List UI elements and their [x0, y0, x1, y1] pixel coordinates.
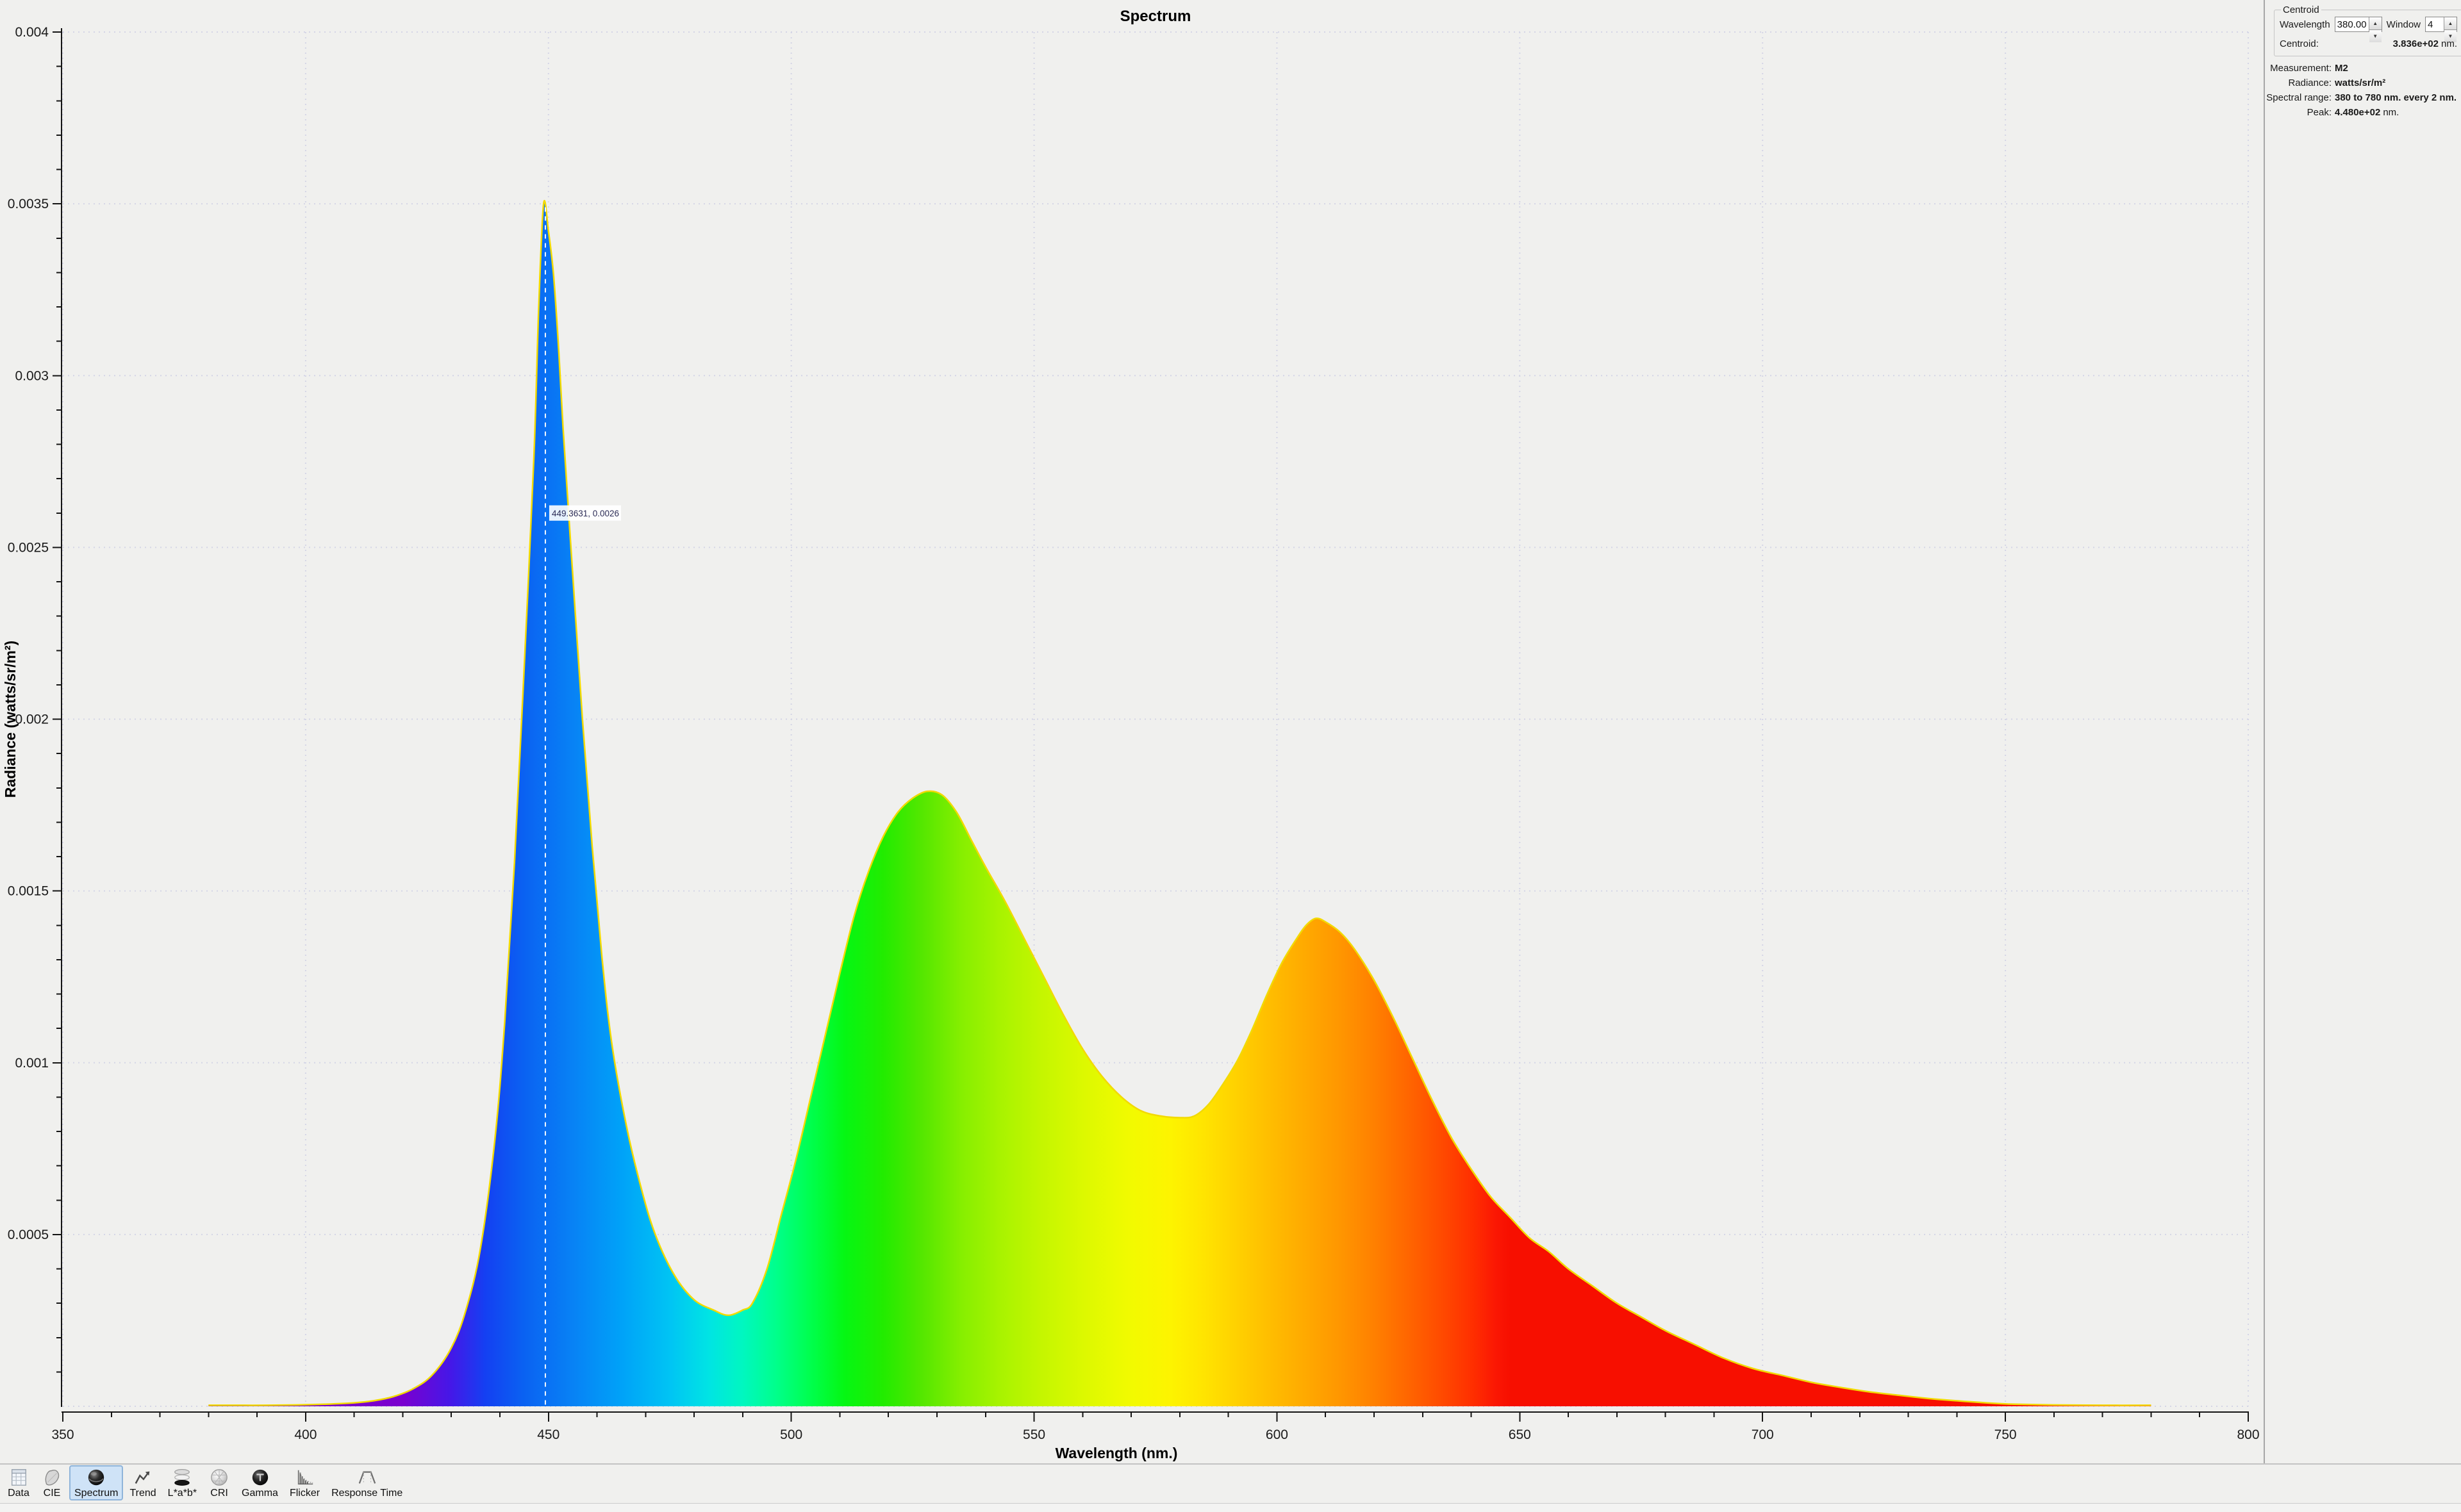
tab-cri[interactable]: CRI [203, 1465, 235, 1500]
tab-cie[interactable]: CIE [36, 1465, 68, 1500]
wavelength-spin-down-button[interactable]: ▼ [2369, 29, 2382, 42]
svg-text:750: 750 [1994, 1427, 2017, 1442]
spectrum-line [208, 200, 2151, 1406]
window-spin-down-button[interactable]: ▼ [2444, 29, 2457, 42]
spectrum-sphere-icon [86, 1468, 106, 1487]
tab-gamma[interactable]: Gamma [236, 1465, 283, 1500]
svg-text:0.002: 0.002 [15, 712, 49, 727]
svg-text:0.001: 0.001 [15, 1056, 49, 1071]
wavelength-spin-up-button[interactable]: ▲ [2369, 17, 2382, 29]
info-value: 4.480e+02 nm. [2335, 107, 2399, 118]
trend-line-icon [133, 1468, 153, 1487]
tab-flicker[interactable]: Flicker [285, 1465, 325, 1500]
status-bar [0, 1503, 2461, 1512]
gamma-sphere-icon [250, 1468, 270, 1487]
tab-spectrum[interactable]: Spectrum [69, 1465, 124, 1500]
svg-text:0.004: 0.004 [15, 25, 49, 40]
flicker-chart-icon [295, 1468, 315, 1487]
wavelength-label: Wavelength [2280, 19, 2330, 30]
response-pulse-icon [357, 1468, 377, 1487]
svg-text:700: 700 [1752, 1427, 1774, 1442]
centroid-result-value: 3.836e+02 [2392, 38, 2439, 49]
window-spinbox[interactable]: ▲ ▼ [2425, 17, 2458, 42]
info-label: Radiance: [2288, 78, 2332, 88]
info-label: Measurement: [2270, 63, 2332, 74]
spectrum-chart-region[interactable]: 0.0005 0.001 0.0015 0.002 0.0025 0.003 0.0035 0… [0, 0, 2264, 1463]
centroid-group-title: Centroid [2283, 4, 2319, 15]
tab-label: CRI [210, 1488, 228, 1499]
info-label: Spectral range: [2266, 92, 2332, 103]
svg-text:0.0035: 0.0035 [8, 197, 49, 211]
cursor-annotation: 449.3631, 0.0026 [549, 505, 621, 521]
tab-trend[interactable]: Trend [124, 1465, 161, 1500]
centroid-result-unit: nm. [2441, 38, 2458, 49]
tab-label: Response Time [331, 1488, 403, 1499]
info-value: M2 [2335, 63, 2348, 74]
cie-diagram-icon [42, 1468, 62, 1487]
window-input[interactable] [2426, 17, 2444, 31]
svg-text:350: 350 [51, 1427, 74, 1442]
info-value: 380 to 780 nm. every 2 nm. [2335, 92, 2457, 103]
tab-label: Data [8, 1488, 29, 1499]
centroid-result-label: Centroid: [2280, 38, 2319, 49]
tab-label: Flicker [289, 1488, 320, 1499]
info-label: Peak: [2307, 107, 2332, 118]
tick-labels: 0.0005 0.001 0.0015 0.002 0.0025 0.003 0.0035 0… [8, 25, 2260, 1442]
svg-text:0.0015: 0.0015 [8, 884, 49, 899]
svg-text:550: 550 [1023, 1427, 1045, 1442]
svg-text:0.0005: 0.0005 [8, 1228, 49, 1242]
tab-data[interactable]: Data [3, 1465, 35, 1500]
info-value: watts/sr/m² [2335, 78, 2386, 88]
tab-label: Gamma [242, 1488, 278, 1499]
x-axis-title: Wavelength (nm.) [1056, 1445, 1178, 1461]
svg-text:400: 400 [294, 1427, 317, 1442]
tab-label: Trend [129, 1488, 156, 1499]
wavelength-input[interactable] [2335, 17, 2369, 31]
wavelength-spinbox[interactable]: ▲ ▼ [2334, 17, 2382, 42]
gridlines [62, 31, 2249, 1407]
cri-sphere-icon [209, 1468, 229, 1487]
window-label: Window [2386, 19, 2421, 30]
tab-label: Spectrum [74, 1488, 119, 1499]
tab-label: L*a*b* [167, 1488, 197, 1499]
svg-text:450: 450 [537, 1427, 559, 1442]
svg-text:600: 600 [1266, 1427, 1288, 1442]
centroid-groupbox: Centroid Wavelength ▲ ▼ Window ▲ ▼ Centr… [2274, 4, 2461, 56]
svg-text:449.3631, 0.0026: 449.3631, 0.0026 [552, 509, 619, 518]
svg-text:500: 500 [780, 1427, 802, 1442]
tab-label: CIE [43, 1488, 61, 1499]
svg-text:0.0025: 0.0025 [8, 540, 49, 555]
chart-title: Spectrum [1120, 8, 1191, 25]
spectrum-area [208, 201, 2151, 1406]
svg-text:800: 800 [2237, 1427, 2259, 1442]
centroid-side-panel: Centroid Wavelength ▲ ▼ Window ▲ ▼ Centr… [2264, 0, 2461, 1463]
measurement-info: Measurement: M2 Radiance: watts/sr/m² Spectr… [2265, 62, 2457, 119]
table-icon [8, 1468, 29, 1487]
y-axis-title: Radiance (watts/sr/m²) [2, 641, 19, 798]
window-spin-up-button[interactable]: ▲ [2444, 17, 2457, 29]
view-tabs-toolbar: Data CIE Spectrum Trend L*a*b* CRI Gamma Flicke… [0, 1463, 2461, 1503]
svg-text:650: 650 [1509, 1427, 1531, 1442]
tab-l-a-b[interactable]: L*a*b* [163, 1465, 202, 1500]
svg-text:0.003: 0.003 [15, 368, 49, 383]
tab-response-time[interactable]: Response Time [326, 1465, 408, 1500]
axes [53, 28, 2249, 1422]
lab-ellipses-icon [172, 1468, 192, 1487]
spectrum-plot[interactable]: 0.0005 0.001 0.0015 0.002 0.0025 0.003 0.0035 0… [0, 0, 2264, 1463]
